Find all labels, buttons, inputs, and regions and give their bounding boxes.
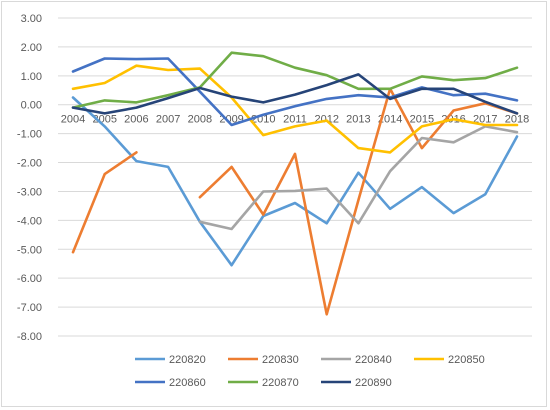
series-220850: [71, 64, 519, 154]
y-tick-label: -4.00: [17, 215, 42, 227]
y-tick-label: 3.00: [21, 13, 42, 25]
legend-item-220890: 220890: [321, 377, 392, 389]
y-tick-label: -6.00: [17, 273, 42, 285]
y-tick-label: -3.00: [17, 186, 42, 198]
y-tick-label: -5.00: [17, 244, 42, 256]
legend-item-220870: 220870: [228, 377, 299, 389]
x-axis-ticks: 2004 2005 2006 2007 2008 2009 2010 2011 2012 2013…: [61, 114, 529, 126]
x-tick-label: 2007: [156, 114, 180, 126]
legend-item-220830: 220830: [228, 354, 299, 366]
x-tick-label: 2004: [61, 114, 85, 126]
x-tick-label: 2011: [283, 114, 307, 126]
y-axis-ticks: 3.00 2.00 1.00 0.00 -1.00 -2.00 -3.00 -4.00 -5.0…: [17, 13, 42, 343]
series-line-220830: [198, 87, 519, 316]
series-220840: [198, 125, 519, 231]
series-line-220840: [198, 125, 519, 231]
y-tick-label: 1.00: [21, 71, 42, 83]
series-line-220870: [71, 51, 519, 109]
legend-item-220860: 220860: [135, 377, 206, 389]
series-line-220850: [71, 64, 519, 154]
series-220830: [71, 87, 519, 316]
series-220890: [71, 73, 519, 115]
series-line-220890: [71, 73, 519, 115]
series-220820: [71, 96, 519, 267]
legend-item-220820: 220820: [135, 354, 206, 366]
legend-label: 220870: [262, 377, 299, 389]
y-tick-label: -1.00: [17, 129, 42, 141]
legend-label: 220840: [355, 354, 392, 366]
series-220870: [71, 51, 519, 109]
legend-label: 220860: [169, 377, 206, 389]
y-tick-label: 2.00: [21, 42, 42, 54]
legend-item-220850: 220850: [414, 354, 485, 366]
legend: 220820 220830 220840 220850 220860 220870 2208…: [135, 354, 485, 389]
x-tick-label: 2013: [346, 114, 370, 126]
y-tick-label: -8.00: [17, 331, 42, 343]
y-tick-label: 0.00: [21, 100, 42, 112]
legend-label: 220830: [262, 354, 299, 366]
legend-label: 220820: [169, 354, 206, 366]
legend-label: 220890: [355, 377, 392, 389]
series-line-220820: [71, 96, 519, 267]
x-tick-label: 2008: [188, 114, 212, 126]
x-tick-label: 2018: [505, 114, 529, 126]
series-line-220860: [71, 57, 519, 127]
series-220860: [71, 57, 519, 127]
x-tick-label: 2005: [92, 114, 116, 126]
y-tick-label: -7.00: [17, 302, 42, 314]
x-tick-label: 2006: [124, 114, 148, 126]
series-line-220830: [71, 151, 138, 254]
x-tick-label: 2015: [410, 114, 434, 126]
x-tick-label: 2014: [378, 114, 402, 126]
legend-item-220840: 220840: [321, 354, 392, 366]
gridlines: [58, 17, 532, 337]
legend-label: 220850: [448, 354, 485, 366]
y-tick-label: -2.00: [17, 158, 42, 170]
series-lines: [71, 51, 519, 316]
